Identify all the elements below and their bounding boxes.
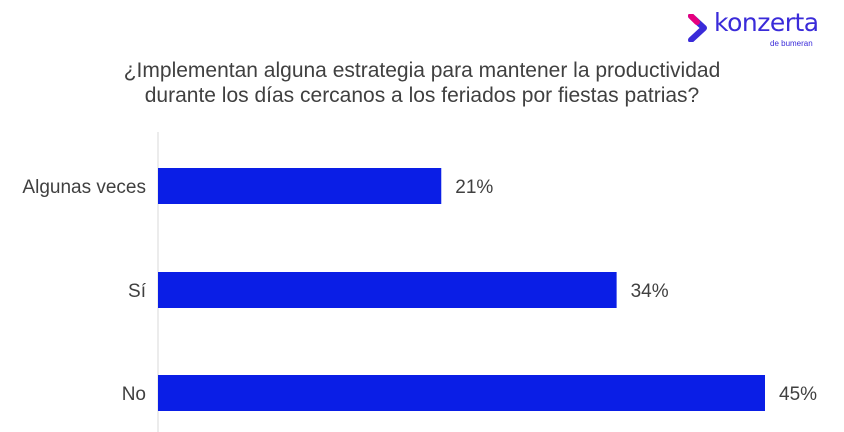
data-label-2: 45%: [779, 384, 817, 405]
chart-title: ¿Implementan alguna estrategia para mant…: [20, 58, 824, 108]
chart-title-line-1: ¿Implementan alguna estrategia para mant…: [123, 59, 721, 82]
category-label-1: Sí: [128, 281, 147, 302]
data-label-0: 21%: [455, 177, 493, 198]
category-label-2: No: [122, 384, 146, 405]
category-label-0: Algunas veces: [22, 177, 146, 198]
chevron-logo-icon: [688, 14, 707, 42]
data-label-1: 34%: [631, 281, 669, 302]
logo-wordmark: konzerta: [714, 8, 819, 37]
bar-0: [158, 168, 442, 204]
konzerta-logo: konzerta de bumeran: [688, 8, 828, 56]
logo-subtitle: de bumeran: [770, 39, 813, 48]
bar-2: [158, 375, 765, 411]
bar-1: [158, 272, 617, 308]
chart-title-line-2: durante los días cercanos a los feriados…: [144, 84, 700, 107]
